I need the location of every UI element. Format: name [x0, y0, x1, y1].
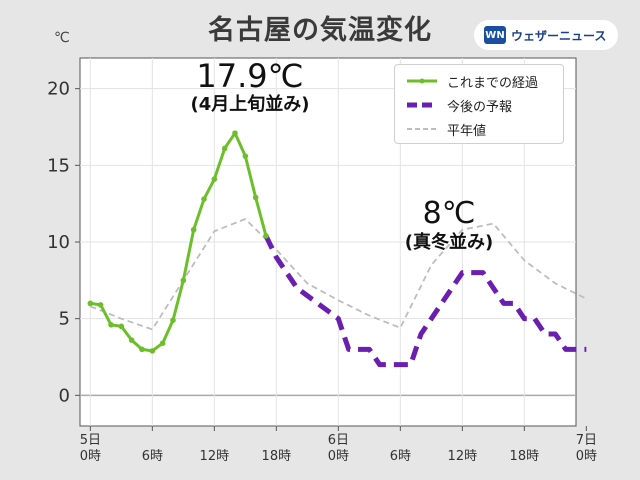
y-tick-label: 10: [47, 232, 70, 253]
annotation-value: 8℃: [422, 196, 476, 231]
y-axis-unit: ℃: [54, 30, 70, 46]
y-ticks: 0 5 10 15 20: [47, 79, 80, 406]
logo-mark: WN: [484, 26, 506, 44]
x-tick-label: 6時: [390, 449, 411, 464]
chart-title: 名古屋の気温変化: [208, 15, 432, 46]
logo-text: ウェザーニュース: [511, 28, 607, 43]
observed-point: [242, 153, 249, 159]
observed-point: [149, 348, 156, 354]
legend: これまでの経過 今後の予報 平年値: [394, 64, 564, 144]
legend-label: 平年値: [447, 123, 487, 139]
annotation-value: 17.9℃: [196, 57, 304, 95]
x-tick-label: 7日: [576, 433, 597, 448]
observed-point: [211, 176, 218, 182]
legend-item-normal: 平年値: [405, 119, 486, 139]
legend-swatch-observed: [407, 78, 437, 84]
x-tick-label: 18時: [262, 449, 292, 464]
series-normal: [90, 218, 587, 331]
forecast-temp-annotation: 8℃ (真冬並み): [384, 196, 514, 254]
y-tick-label: 15: [47, 155, 70, 176]
legend-item-forecast: 今後の予報: [405, 95, 512, 115]
x-tick-label: 12時: [448, 449, 478, 464]
observed-point: [232, 130, 238, 136]
x-tick-label: 0時: [80, 449, 101, 464]
x-tick-label: 0時: [328, 449, 349, 464]
max-temp-annotation: 17.9℃ (4月上旬並み): [160, 58, 340, 116]
annotation-note: (4月上旬並み): [190, 94, 310, 115]
observed-point: [128, 337, 135, 343]
legend-swatch-forecast: [407, 102, 437, 108]
x-tick-label: 12時: [200, 449, 230, 464]
legend-item-observed: これまでの経過: [405, 71, 538, 91]
observed-point: [252, 194, 259, 201]
x-tick-label: 5日: [80, 433, 101, 448]
observed-point: [159, 340, 166, 347]
y-tick-label: 5: [59, 309, 70, 330]
observed-point: [97, 302, 104, 308]
observed-point: [118, 323, 125, 330]
y-tick-label: 0: [59, 385, 70, 406]
y-tick-label: 20: [47, 79, 70, 100]
observed-point: [170, 317, 176, 324]
grid: [80, 58, 587, 426]
legend-label: これまでの経過: [447, 75, 539, 91]
observed-point: [221, 145, 228, 152]
x-tick-label: 6時: [142, 449, 163, 464]
annotation-note: (真冬並み): [404, 232, 494, 253]
legend-swatch-normal: [407, 128, 437, 130]
series: [87, 130, 587, 368]
x-tick-label: 0時: [576, 449, 597, 464]
observed-point: [87, 300, 94, 307]
observed-point: [108, 322, 114, 328]
legend-label: 今後の予報: [447, 99, 513, 115]
observed-point: [180, 277, 187, 284]
x-tick-label: 6日: [328, 433, 349, 448]
observed-point: [190, 226, 197, 233]
weathernews-logo: WN ウェザーニュース: [474, 20, 618, 50]
observed-point: [263, 233, 269, 239]
observed-point: [201, 196, 207, 202]
x-tick-label: 18時: [510, 449, 540, 464]
observed-point: [139, 346, 145, 353]
series-forecast: [263, 234, 587, 368]
